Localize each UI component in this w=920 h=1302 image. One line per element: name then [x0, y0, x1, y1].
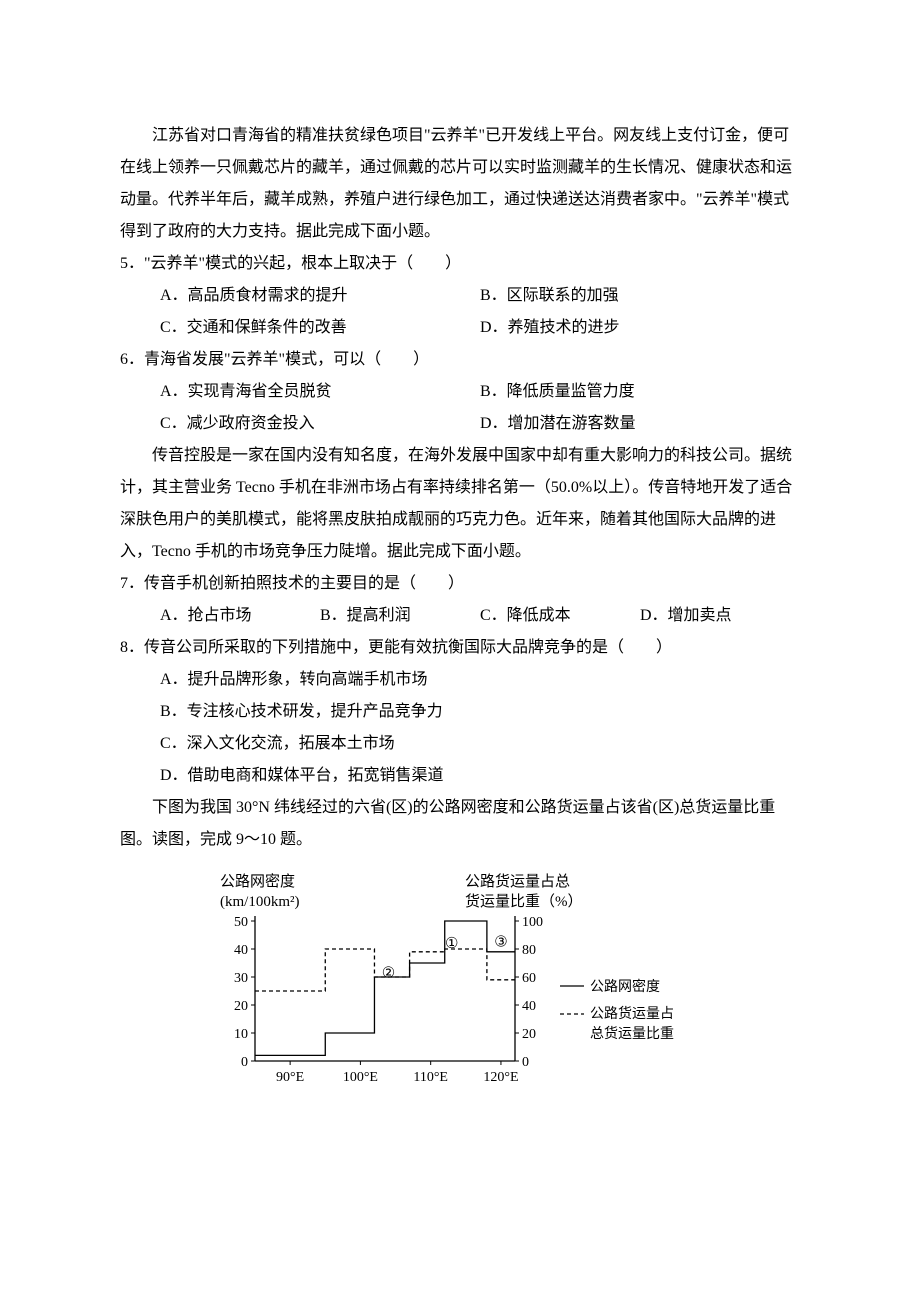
chart-figure: 0 10 20 30 40 50 0 20 40 60 80 100 90°E 100°E 110°E 120… [200, 866, 680, 1108]
svg-text:0: 0 [241, 1055, 248, 1070]
svg-text:③: ③ [494, 935, 507, 951]
q6-A: A．实现青海省全员脱贫 [160, 376, 480, 408]
q6-B: B．降低质量监管力度 [480, 376, 800, 408]
svg-text:60: 60 [522, 971, 536, 986]
svg-text:80: 80 [522, 943, 536, 958]
svg-text:120°E: 120°E [483, 1070, 518, 1085]
svg-text:20: 20 [522, 1027, 536, 1042]
passage-3: 下图为我国 30°N 纬线经过的六省(区)的公路网密度和公路货运量占该省(区)总… [120, 792, 800, 856]
q6-row2: C．减少政府资金投入 D．增加潜在游客数量 [120, 408, 800, 440]
svg-text:公路货运量占总: 公路货运量占总 [465, 873, 570, 890]
q5-A: A．高品质食材需求的提升 [160, 280, 480, 312]
q7-row: A．抢占市场 B．提高利润 C．降低成本 D．增加卖点 [120, 600, 800, 632]
svg-text:50: 50 [234, 915, 248, 930]
svg-text:①: ① [445, 936, 458, 952]
q5-D: D．养殖技术的进步 [480, 312, 800, 344]
svg-text:90°E: 90°E [276, 1070, 304, 1085]
svg-text:40: 40 [234, 943, 248, 958]
q5-row2: C．交通和保鲜条件的改善 D．养殖技术的进步 [120, 312, 800, 344]
q8-stem: 8．传音公司所采取的下列措施中，更能有效抗衡国际大品牌竞争的是（ ） [120, 632, 800, 664]
q6-row1: A．实现青海省全员脱贫 B．降低质量监管力度 [120, 376, 800, 408]
q6-C: C．减少政府资金投入 [160, 408, 480, 440]
q7-stem: 7．传音手机创新拍照技术的主要目的是（ ） [120, 568, 800, 600]
q6-stem: 6．青海省发展"云养羊"模式，可以（ ） [120, 344, 800, 376]
svg-text:0: 0 [522, 1055, 529, 1070]
svg-text:30: 30 [234, 971, 248, 986]
svg-text:100: 100 [522, 915, 543, 930]
svg-text:110°E: 110°E [413, 1070, 448, 1085]
q5-stem: 5．"云养羊"模式的兴起，根本上取决于（ ） [120, 248, 800, 280]
svg-text:②: ② [382, 965, 395, 981]
svg-text:货运量比重（%）: 货运量比重（%） [465, 893, 583, 910]
svg-text:公路网密度: 公路网密度 [220, 873, 295, 890]
svg-text:总货运量比重: 总货运量比重 [590, 1025, 674, 1042]
svg-text:公路货运量占: 公路货运量占 [590, 1005, 674, 1022]
svg-text:(km/100km²): (km/100km²) [220, 894, 300, 910]
q5-row1: A．高品质食材需求的提升 B．区际联系的加强 [120, 280, 800, 312]
svg-text:100°E: 100°E [343, 1070, 378, 1085]
svg-text:公路网密度: 公路网密度 [590, 978, 660, 995]
q8-C: C．深入文化交流，拓展本土市场 [120, 728, 800, 760]
chart-svg: 0 10 20 30 40 50 0 20 40 60 80 100 90°E 100°E 110°E 120… [200, 866, 680, 1096]
q7-C: C．降低成本 [480, 600, 640, 632]
q5-C: C．交通和保鲜条件的改善 [160, 312, 480, 344]
passage-1: 江苏省对口青海省的精准扶贫绿色项目"云养羊"已开发线上平台。网友线上支付订金，便… [120, 120, 800, 248]
svg-text:20: 20 [234, 999, 248, 1014]
q8-B: B．专注核心技术研发，提升产品竞争力 [120, 696, 800, 728]
q8-A: A．提升品牌形象，转向高端手机市场 [120, 664, 800, 696]
q5-B: B．区际联系的加强 [480, 280, 800, 312]
q8-D: D．借助电商和媒体平台，拓宽销售渠道 [120, 760, 800, 792]
q7-D: D．增加卖点 [640, 600, 800, 632]
svg-text:10: 10 [234, 1027, 248, 1042]
q6-D: D．增加潜在游客数量 [480, 408, 800, 440]
svg-text:40: 40 [522, 999, 536, 1014]
q7-A: A．抢占市场 [160, 600, 320, 632]
passage-2: 传音控股是一家在国内没有知名度，在海外发展中国家中却有重大影响力的科技公司。据统… [120, 440, 800, 568]
q7-B: B．提高利润 [320, 600, 480, 632]
